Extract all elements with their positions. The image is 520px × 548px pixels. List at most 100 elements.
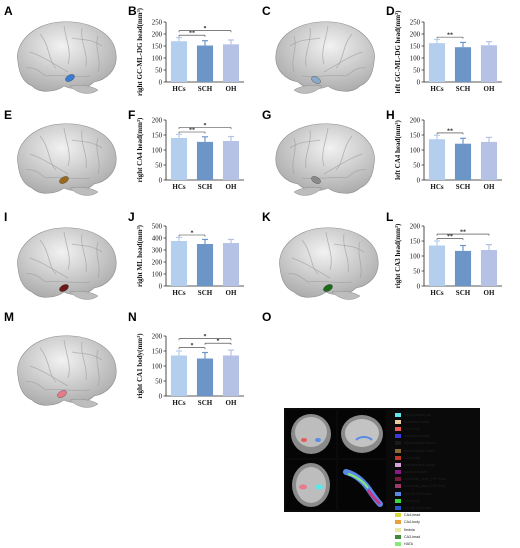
brain-M-sulcus xyxy=(71,351,103,361)
brain-C-sulcus xyxy=(289,37,321,47)
panel-letter-C: C xyxy=(262,4,271,18)
y-axis-label: right GC-ML-DG head(mm³) xyxy=(136,7,144,96)
significance-label: * xyxy=(204,334,207,340)
x-tick-label: OH xyxy=(226,183,237,191)
panel-letter-M: M xyxy=(4,310,14,324)
brain-C-sulcus xyxy=(335,33,353,69)
brain-M xyxy=(17,335,117,408)
brain-K-sulcus xyxy=(291,257,331,279)
legend-swatch xyxy=(395,520,401,525)
y-tick-label: 0 xyxy=(159,393,163,400)
bar-chart-B: 0 50 100 150 200 250 right GC-ML-DG head(mm³) H… xyxy=(136,7,244,96)
panel-letter-I: I xyxy=(4,210,8,224)
brain-G-sulcus xyxy=(335,135,353,171)
y-tick-label: 0 xyxy=(159,177,163,184)
x-tick-label: OH xyxy=(484,85,495,93)
x-tick-label: HCs xyxy=(430,85,444,93)
brain-M-sulcus xyxy=(25,381,47,391)
bar-OH xyxy=(222,243,240,286)
brain-M-sulcus xyxy=(96,349,100,387)
brain-K xyxy=(279,227,379,300)
mri-axial-brain xyxy=(296,467,326,503)
brain-E-cortex xyxy=(17,123,117,194)
brain-K-sulcus xyxy=(343,233,349,273)
segmentation-legend: hippocampal_tail subiculum-body CA1-body su… xyxy=(395,411,515,548)
brain-G-sulcus xyxy=(289,139,321,149)
y-tick-label: 150 xyxy=(410,238,421,245)
legend-label: CA3-head xyxy=(404,534,421,539)
y-tick-label: 150 xyxy=(152,43,163,50)
legend-swatch xyxy=(395,484,401,489)
brain-M-sulcus xyxy=(39,347,57,383)
brain-G-sulcus xyxy=(323,153,363,175)
mri-3d-stripe xyxy=(347,473,369,489)
significance-label: ** xyxy=(189,127,195,133)
legend-swatch xyxy=(395,477,401,482)
legend-label: hippocampal-fissure xyxy=(404,441,437,446)
legend-item: CA3-head xyxy=(395,533,515,540)
brain-K-highlight xyxy=(323,284,333,292)
y-tick-label: 200 xyxy=(410,117,421,124)
legend-swatch xyxy=(395,491,401,496)
brain-C-sulcus xyxy=(322,25,329,65)
brain-C-cortex xyxy=(275,21,375,92)
panel-letter-G: G xyxy=(262,108,272,122)
brain-E-sulcus xyxy=(63,127,70,167)
legend-item: parasubiculum xyxy=(395,469,515,476)
legend-label: CA1-body xyxy=(404,426,420,431)
y-tick-label: 200 xyxy=(410,223,421,230)
bar-chart-N: 0 50 100 150 200 right CA1 body(mm³) HCs SCH OH *… xyxy=(136,333,244,407)
legend-label: CA3-body xyxy=(404,498,420,503)
mri-coronal-brain xyxy=(295,417,327,447)
brain-I-sulcus xyxy=(29,257,69,279)
brain-I-cerebellum xyxy=(69,290,99,300)
bar-chart-J: 0 100 200 300 400 500 right ML head(mm³) HCs SCH… xyxy=(136,223,244,297)
legend-swatch xyxy=(395,513,401,518)
bar-OH xyxy=(480,141,498,180)
y-axis-label: right CA4 head(mm³) xyxy=(136,117,144,182)
y-tick-label: 50 xyxy=(155,378,162,385)
brain-C-sulcus xyxy=(305,27,311,67)
y-axis-label: right ML head(mm³) xyxy=(136,224,144,287)
legend-item: presubiculum-head xyxy=(395,447,515,454)
y-tick-label: 100 xyxy=(152,363,163,370)
legend-label: presubiculum-head xyxy=(404,448,435,453)
y-tick-label: 50 xyxy=(155,67,162,74)
legend-item: presubiculum-body xyxy=(395,461,515,468)
panel-letter-L: L xyxy=(386,210,394,224)
brain-C-sulcus xyxy=(345,67,367,77)
bar-SCH xyxy=(454,250,472,286)
y-tick-label: 50 xyxy=(413,162,420,169)
brain-K-sulcus xyxy=(287,273,309,283)
mri-sagittal-brain xyxy=(345,419,379,447)
y-tick-label: 200 xyxy=(152,117,163,124)
brain-G-sulcus xyxy=(322,127,329,167)
legend-label: GC-ML-DG-body xyxy=(404,506,432,511)
panel-letter-J: J xyxy=(128,210,135,224)
brain-A-sulcus xyxy=(71,37,103,47)
y-tick-label: 200 xyxy=(152,333,163,340)
legend-item: molecular_layer_HP-body xyxy=(395,483,515,490)
panel-letter-A: A xyxy=(4,4,13,18)
x-tick-label: HCs xyxy=(172,183,186,191)
legend-item: CA1-head xyxy=(395,454,515,461)
legend-label: CA4-head xyxy=(404,513,421,518)
brain-G-cerebellum xyxy=(293,186,323,196)
bar-chart-F: 0 50 100 150 200 right CA4 head(mm³) HCs SCH OH *… xyxy=(136,117,244,191)
significance-label: * xyxy=(204,123,207,129)
brain-I-highlight xyxy=(59,284,69,292)
legend-swatch xyxy=(395,412,401,417)
panel-letter-B: B xyxy=(128,4,137,18)
significance-label: * xyxy=(191,230,194,236)
y-tick-label: 100 xyxy=(410,147,421,154)
mri-coronal xyxy=(286,410,336,458)
brain-E-sulcus xyxy=(29,153,69,175)
y-tick-label: 100 xyxy=(410,253,421,260)
panel-letter-F: F xyxy=(128,108,136,122)
brain-I-sulcus xyxy=(45,281,91,283)
brain-E-sulcus xyxy=(25,169,47,179)
bar-HCs xyxy=(428,43,446,82)
y-tick-label: 200 xyxy=(410,31,421,38)
y-tick-label: 100 xyxy=(410,55,421,62)
bar-OH xyxy=(222,44,240,82)
